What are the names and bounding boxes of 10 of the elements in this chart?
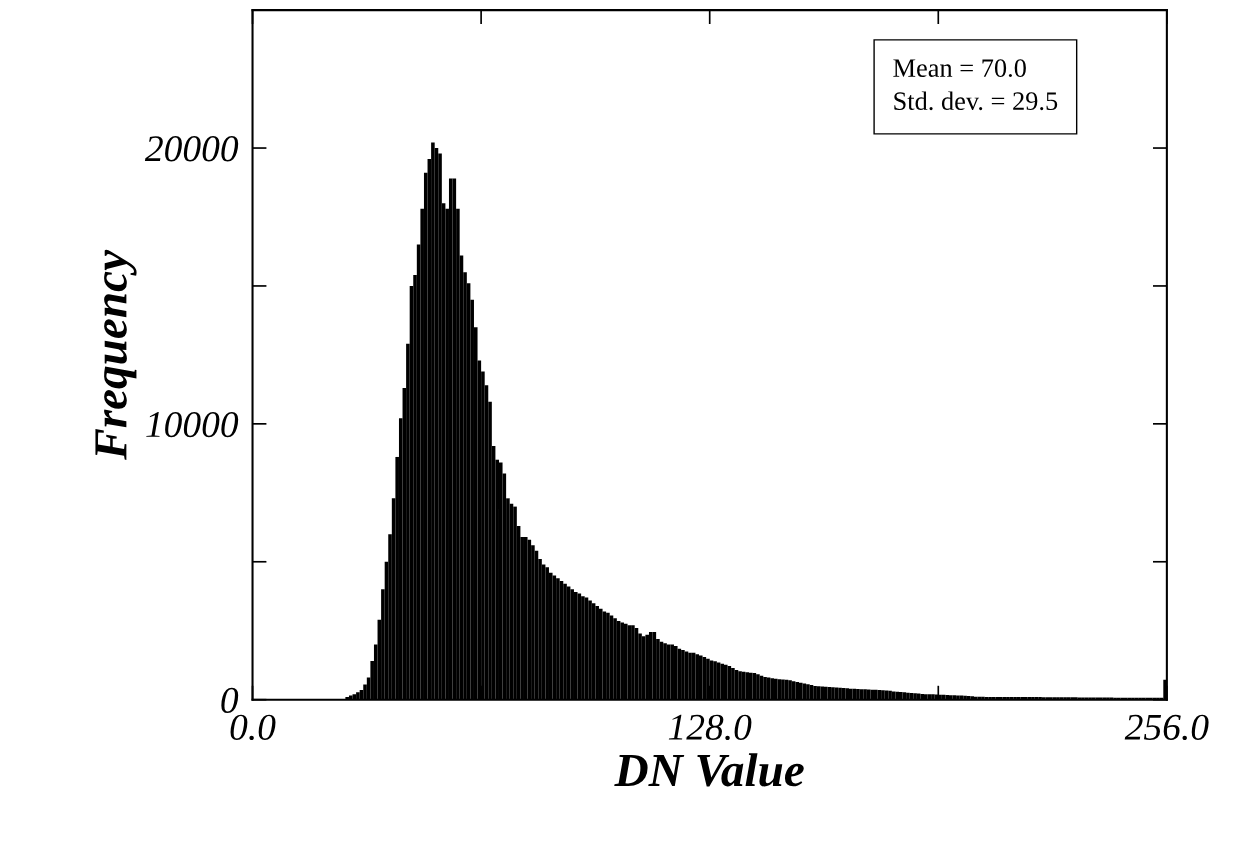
annotation: Std. dev. = 29.5 (894, 91, 1058, 111)
y-axis-title: Frequency (95, 249, 137, 460)
y-tick-label: 0 (221, 687, 239, 714)
x-axis-title: DN Value (614, 753, 804, 787)
x-tick-label: 256.0 (1124, 714, 1209, 741)
y-tick-label: 10000 (146, 411, 239, 438)
x-tick-label: 128.0 (668, 714, 752, 741)
x-tick-label: 0.0 (230, 714, 276, 741)
annotation: Mean = 70.0 (893, 59, 1026, 78)
y-tick-label: 20000 (144, 136, 239, 162)
